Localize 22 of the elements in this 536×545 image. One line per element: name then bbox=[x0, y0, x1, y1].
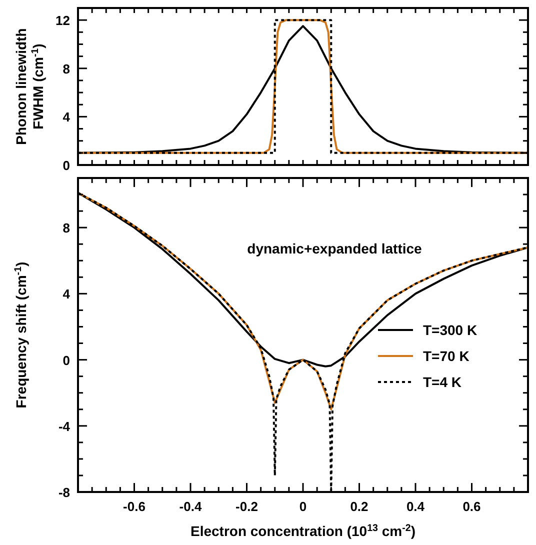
x-tick-label: -0.6 bbox=[123, 499, 146, 514]
x-tick-label: 0.2 bbox=[350, 499, 368, 514]
y-tick-label: 4 bbox=[62, 286, 71, 302]
x-tick-label: -0.2 bbox=[236, 499, 258, 514]
x-tick-label: 0.6 bbox=[462, 499, 481, 514]
y-tick-label: 12 bbox=[56, 13, 70, 28]
x-axis-title: Electron concentration (10$^{13}$ cm$^{-2}$) bbox=[190, 522, 416, 539]
line-series bbox=[78, 192, 528, 410]
y-tick-label: -8 bbox=[58, 485, 70, 500]
x-tick-label: 0 bbox=[299, 499, 307, 514]
y-tick-label: 0 bbox=[62, 352, 70, 368]
annotation: dynamic+expanded lattice bbox=[247, 240, 422, 256]
legend-label: T=70 K bbox=[423, 348, 470, 364]
y-tick-label: -4 bbox=[58, 418, 71, 434]
x-tick-label: -0.4 bbox=[179, 499, 202, 514]
y-tick-label: 8 bbox=[62, 61, 70, 76]
y-tick-label: 0 bbox=[62, 158, 70, 173]
y-tick-label: 4 bbox=[62, 110, 71, 125]
legend-label: T=4 K bbox=[423, 374, 462, 390]
legend-label: T=300 K bbox=[423, 322, 478, 338]
x-tick-label: 0.4 bbox=[406, 499, 426, 514]
y-tick-label: 8 bbox=[62, 220, 70, 236]
